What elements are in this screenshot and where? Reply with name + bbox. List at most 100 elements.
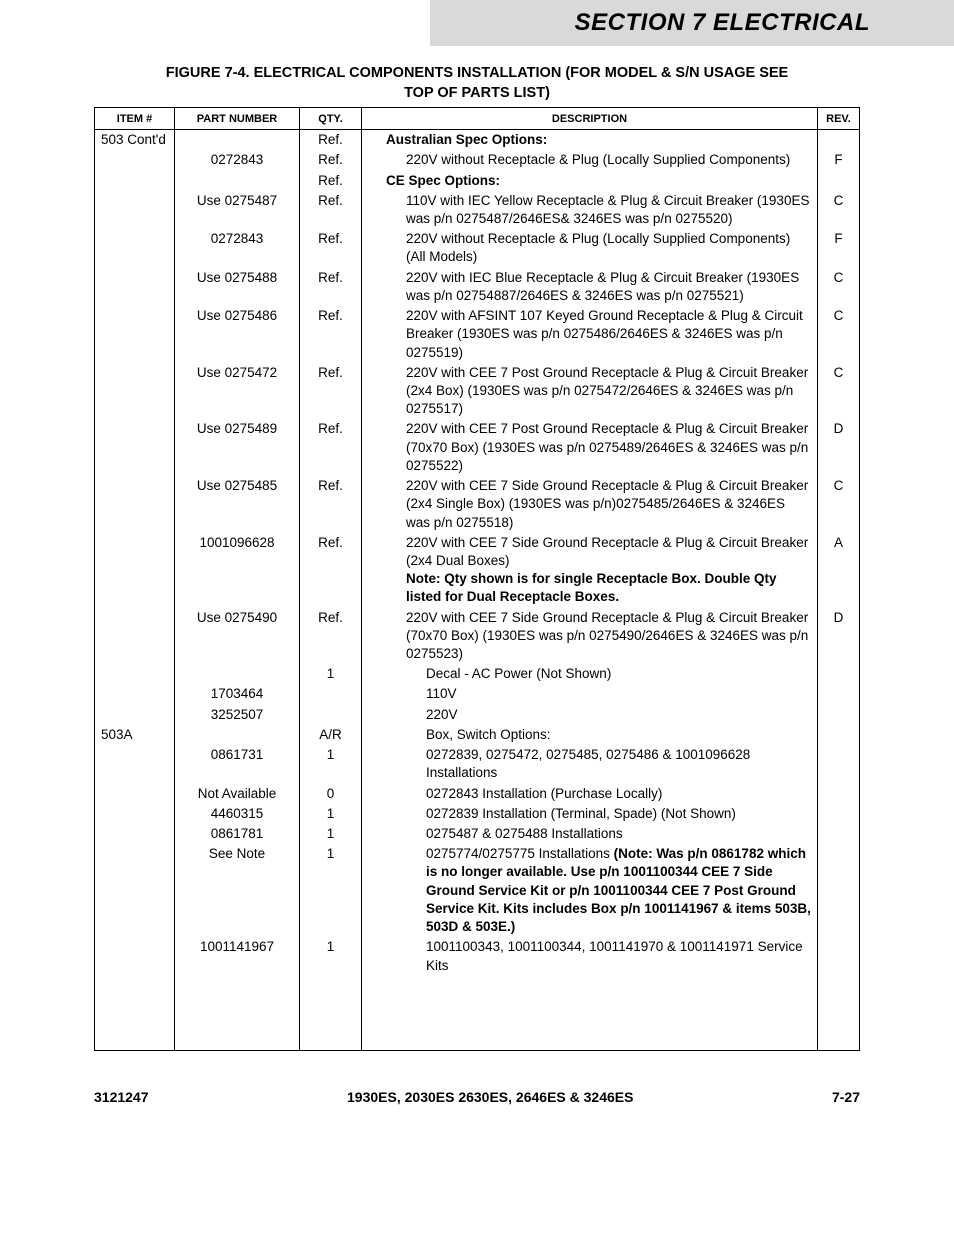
content: FIGURE 7-4. ELECTRICAL COMPONENTS INSTAL… — [0, 64, 954, 1051]
header-spacer — [0, 0, 430, 46]
cell-part: 1001096628 — [175, 533, 300, 608]
cell-part — [175, 130, 300, 151]
cell-qty — [300, 684, 362, 704]
cell-desc: 0272843 Installation (Purchase Locally) — [362, 784, 818, 804]
cell-item — [95, 784, 175, 804]
cell-part: 3252507 — [175, 705, 300, 725]
cell-part: Use 0275485 — [175, 476, 300, 533]
footer-left: 3121247 — [94, 1089, 149, 1105]
table-row: 446031510272839 Installation (Terminal, … — [95, 804, 860, 824]
section-title: SECTION 7 ELECTRICAL — [575, 9, 870, 37]
cell-item — [95, 824, 175, 844]
table-row: Use 0275489Ref.220V with CEE 7 Post Grou… — [95, 419, 860, 476]
table-row: 0272843Ref.220V without Receptacle & Plu… — [95, 150, 860, 170]
cell-rev — [818, 705, 860, 725]
cell-rev: C — [818, 191, 860, 229]
cell-part: 4460315 — [175, 804, 300, 824]
cell-qty: Ref. — [300, 229, 362, 267]
cell-item — [95, 844, 175, 937]
cell-desc: 220V with CEE 7 Side Ground Receptacle &… — [362, 533, 818, 608]
cell-rev — [818, 824, 860, 844]
parts-table: ITEM # PART NUMBER QTY. DESCRIPTION REV.… — [94, 107, 860, 1051]
table-row: 086178110275487 & 0275488 Installations — [95, 824, 860, 844]
cell-item — [95, 664, 175, 684]
cell-qty: 1 — [300, 664, 362, 684]
cell-desc: 1001100343, 1001100344, 1001141970 & 100… — [362, 937, 818, 975]
cell-qty: Ref. — [300, 150, 362, 170]
filler-cell — [362, 976, 818, 1051]
header-title-box: SECTION 7 ELECTRICAL — [430, 0, 954, 46]
cell-qty: Ref. — [300, 171, 362, 191]
table-row: Use 0275487Ref.110V with IEC Yellow Rece… — [95, 191, 860, 229]
cell-desc: Box, Switch Options: — [362, 725, 818, 745]
cell-desc: 220V without Receptacle & Plug (Locally … — [362, 229, 818, 267]
cell-rev: A — [818, 533, 860, 608]
col-header-part: PART NUMBER — [175, 108, 300, 130]
cell-part — [175, 171, 300, 191]
cell-part: Use 0275489 — [175, 419, 300, 476]
cell-qty — [300, 705, 362, 725]
cell-desc: 220V without Receptacle & Plug (Locally … — [362, 150, 818, 170]
cell-qty: Ref. — [300, 608, 362, 665]
table-row: Use 0275490Ref.220V with CEE 7 Side Grou… — [95, 608, 860, 665]
cell-rev: D — [818, 419, 860, 476]
cell-desc: 220V with CEE 7 Side Ground Receptacle &… — [362, 476, 818, 533]
cell-qty: 1 — [300, 804, 362, 824]
filler-cell — [95, 976, 175, 1051]
cell-item — [95, 306, 175, 363]
cell-desc: CE Spec Options: — [362, 171, 818, 191]
table-row: Ref.CE Spec Options: — [95, 171, 860, 191]
header-bar: SECTION 7 ELECTRICAL — [0, 0, 954, 46]
table-filler-row — [95, 976, 860, 1051]
table-row: 1703464110V — [95, 684, 860, 704]
cell-desc: 0272839 Installation (Terminal, Spade) (… — [362, 804, 818, 824]
cell-item — [95, 363, 175, 420]
cell-desc: 0275487 & 0275488 Installations — [362, 824, 818, 844]
cell-desc: 220V with AFSINT 107 Keyed Ground Recept… — [362, 306, 818, 363]
cell-desc: 220V — [362, 705, 818, 725]
cell-qty: Ref. — [300, 306, 362, 363]
cell-rev: C — [818, 268, 860, 306]
cell-rev: D — [818, 608, 860, 665]
cell-desc: 0272839, 0275472, 0275485, 0275486 & 100… — [362, 745, 818, 783]
cell-rev — [818, 664, 860, 684]
cell-desc: 220V with CEE 7 Post Ground Receptacle &… — [362, 363, 818, 420]
table-row: 100114196711001100343, 1001100344, 10011… — [95, 937, 860, 975]
table-row: See Note10275774/0275775 Installations (… — [95, 844, 860, 937]
cell-rev: F — [818, 150, 860, 170]
cell-rev — [818, 804, 860, 824]
cell-rev — [818, 171, 860, 191]
footer-right: 7-27 — [832, 1089, 860, 1105]
cell-rev — [818, 684, 860, 704]
cell-item — [95, 171, 175, 191]
cell-item — [95, 804, 175, 824]
cell-rev — [818, 784, 860, 804]
col-header-rev: REV. — [818, 108, 860, 130]
table-row: 503AA/RBox, Switch Options: — [95, 725, 860, 745]
cell-rev — [818, 937, 860, 975]
cell-rev — [818, 725, 860, 745]
cell-item — [95, 684, 175, 704]
cell-part: 0272843 — [175, 229, 300, 267]
cell-desc: 110V with IEC Yellow Receptacle & Plug &… — [362, 191, 818, 229]
col-header-qty: QTY. — [300, 108, 362, 130]
cell-qty: 1 — [300, 844, 362, 937]
cell-rev: C — [818, 363, 860, 420]
cell-item: 503 Cont'd — [95, 130, 175, 151]
cell-item — [95, 705, 175, 725]
cell-part: Not Available — [175, 784, 300, 804]
figure-caption-line2: TOP OF PARTS LIST) — [404, 85, 550, 101]
cell-part: Use 0275488 — [175, 268, 300, 306]
table-row: Use 0275472Ref.220V with CEE 7 Post Grou… — [95, 363, 860, 420]
cell-desc: 110V — [362, 684, 818, 704]
cell-qty: Ref. — [300, 191, 362, 229]
cell-item — [95, 268, 175, 306]
cell-rev — [818, 844, 860, 937]
col-header-item: ITEM # — [95, 108, 175, 130]
figure-caption-line1: FIGURE 7-4. ELECTRICAL COMPONENTS INSTAL… — [166, 65, 788, 81]
cell-desc: 220V with CEE 7 Post Ground Receptacle &… — [362, 419, 818, 476]
cell-qty: 0 — [300, 784, 362, 804]
table-row: Use 0275488Ref.220V with IEC Blue Recept… — [95, 268, 860, 306]
cell-rev — [818, 130, 860, 151]
page: SECTION 7 ELECTRICAL FIGURE 7-4. ELECTRI… — [0, 0, 954, 1105]
